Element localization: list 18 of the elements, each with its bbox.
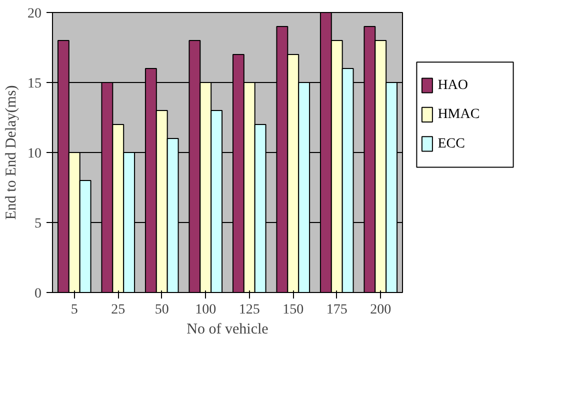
legend-label: HAO xyxy=(438,78,468,93)
x-tick-label: 25 xyxy=(111,302,126,318)
y-axis-title: End to End Delay(ms) xyxy=(4,85,20,220)
x-axis-title: No of vehicle xyxy=(186,322,269,338)
x-tick-label: 150 xyxy=(282,302,304,318)
y-tick-label: 5 xyxy=(34,216,42,232)
y-tick-label: 10 xyxy=(28,146,42,162)
legend-label: ECC xyxy=(438,136,465,152)
y-tick-label: 20 xyxy=(28,6,42,22)
x-tick-label: 200 xyxy=(370,302,392,318)
y-tick-label: 15 xyxy=(28,76,42,92)
legend-label: HMAC xyxy=(438,107,480,122)
x-tick-label: 175 xyxy=(326,302,348,318)
x-tick-label: 100 xyxy=(195,302,216,318)
x-tick-label: 125 xyxy=(238,302,260,318)
y-tick-label: 0 xyxy=(34,286,42,302)
x-tick-label: 50 xyxy=(154,302,169,318)
x-tick-label: 5 xyxy=(70,302,78,318)
